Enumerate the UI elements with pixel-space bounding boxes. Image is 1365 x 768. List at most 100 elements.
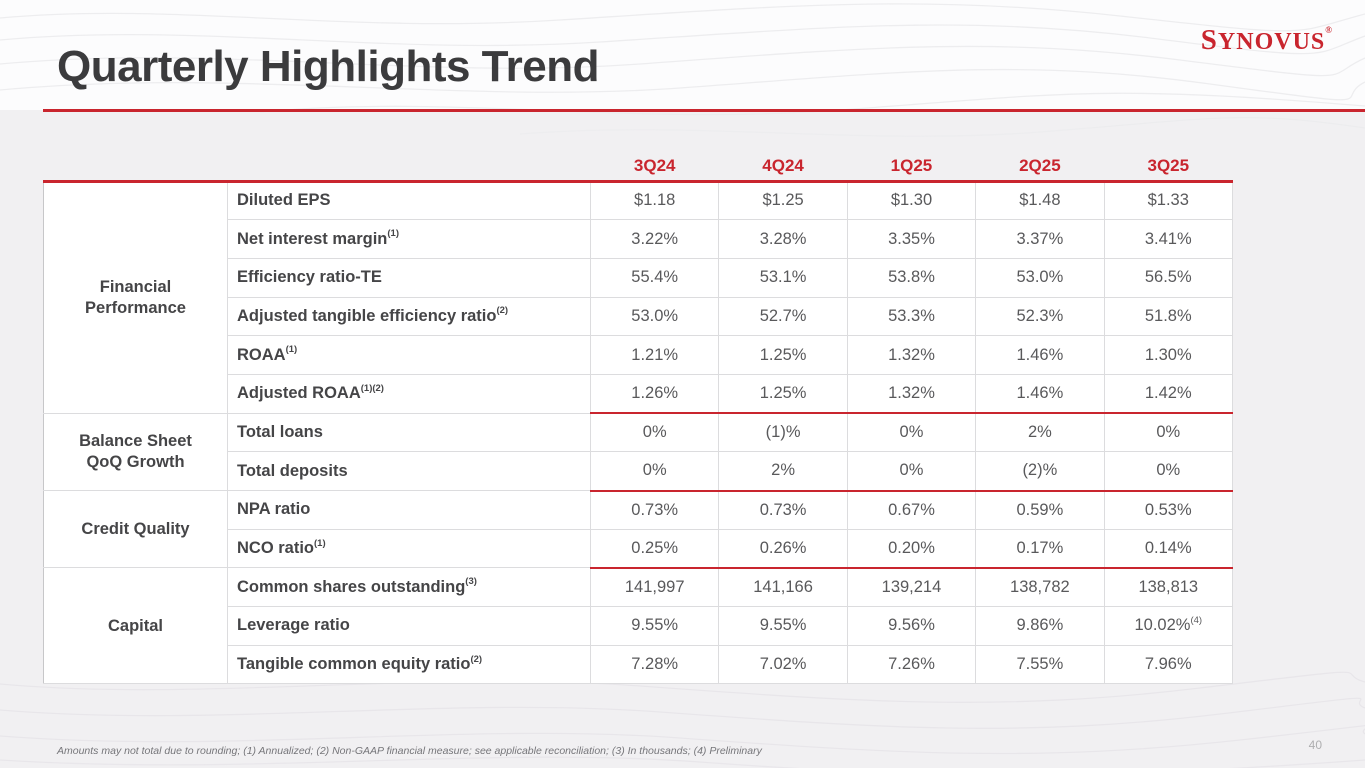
footnote: Amounts may not total due to rounding; (… [57,745,762,757]
value-cell: 1.32% [846,373,977,414]
table-row: NCO ratio(1) 0.25% 0.26% 0.20% 0.17% 0.14% [44,528,1234,569]
metric-label: Leverage ratio [227,606,591,646]
value-cell: 0% [846,412,977,453]
metric-label: Efficiency ratio-TE [227,257,591,298]
value-cell: 1.32% [846,335,977,375]
value-cell: 0.14% [1103,528,1234,569]
value-cell: $1.48 [975,180,1105,221]
metric-label: NCO ratio(1) [227,528,591,569]
value-cell: $1.30 [846,180,977,221]
value-cell: 9.56% [846,606,977,646]
quarterly-highlights-table: 3Q24 4Q24 1Q25 2Q25 3Q25 Financial Perfo… [43,155,1234,685]
value-cell: 3.28% [718,219,848,259]
value-cell: 1.21% [589,335,720,375]
value-cell: 139,214 [846,566,977,608]
value-cell: 7.96% [1103,644,1234,685]
value-cell: 1.42% [1103,373,1234,414]
value-cell: 2% [975,412,1105,453]
table-row: Efficiency ratio-TE 55.4% 53.1% 53.8% 53.0% 5… [44,257,1234,298]
group-label: Capital [43,567,228,685]
metric-label: Tangible common equity ratio(2) [227,644,591,685]
value-cell: 7.28% [589,644,720,685]
table-row: Net interest margin(1) 3.22% 3.28% 3.35% 3.3… [44,219,1234,259]
table-row: Total deposits 0% 2% 0% (2)% 0% [44,451,1234,491]
value-cell: $1.25 [718,180,848,221]
value-cell: 141,997 [589,566,720,608]
value-cell: 138,813 [1103,566,1234,608]
table-header: 3Q24 4Q24 1Q25 2Q25 3Q25 [43,155,1233,183]
table-row: Capital Common shares outstanding(3) 141,9… [43,566,1234,685]
group-label: Balance Sheet QoQ Growth [43,412,228,492]
value-cell: 0.59% [975,489,1105,530]
value-cell: 55.4% [589,257,720,298]
table-row: Credit Quality NPA ratio 0.73% 0.73% 0.67% 0.… [43,489,1234,569]
value-cell: 3.22% [589,219,720,259]
metric-label: Total loans [227,412,591,453]
value-cell: 53.0% [975,257,1105,298]
metric-label: Adjusted tangible efficiency ratio(2) [227,296,591,337]
value-cell: 0.73% [718,489,848,530]
table-row: Balance Sheet QoQ Growth Total loans 0% (1)… [43,412,1234,492]
value-cell: 3.41% [1103,219,1234,259]
value-cell: 53.0% [589,296,720,337]
value-cell: 0.25% [589,528,720,569]
value-cell: 138,782 [975,566,1105,608]
value-cell: 7.55% [975,644,1105,685]
column-header-3q25: 3Q25 [1104,155,1233,183]
value-cell: 141,166 [718,566,848,608]
metric-label: ROAA(1) [227,335,591,375]
value-cell: 0% [1103,412,1234,453]
logo-text: S [1200,24,1218,56]
synovus-logo: SYNOVUS® [1200,24,1332,56]
registered-mark: ® [1325,25,1332,35]
table-row: Adjusted tangible efficiency ratio(2) 53.… [44,296,1234,337]
value-cell: 2% [718,451,848,491]
value-cell: 3.35% [846,219,977,259]
metric-label: Total deposits [227,451,591,491]
value-cell: 53.3% [846,296,977,337]
table-row: Financial Performance Diluted EPS $1.18 $1.… [43,180,1234,414]
table-body: Financial Performance Diluted EPS $1.18 $1.… [43,180,1234,685]
table-row: Leverage ratio 9.55% 9.55% 9.56% 9.86% 10.02%… [44,606,1234,646]
value-cell: 1.46% [975,373,1105,414]
value-cell: 0% [1103,451,1234,491]
header-spacer-metric [227,155,591,183]
metric-label: NPA ratio [227,490,591,530]
value-cell: 1.25% [718,335,848,375]
value-cell: 1.26% [589,373,720,414]
value-cell: 10.02%(4) [1103,606,1234,646]
value-cell: 9.55% [589,606,720,646]
table-row: Adjusted ROAA(1)(2) 1.26% 1.25% 1.32% 1.46% 1… [44,373,1234,414]
header-spacer-group [43,155,228,183]
value-cell: (2)% [975,451,1105,491]
column-header-4q24: 4Q24 [718,155,848,183]
column-header-1q25: 1Q25 [847,155,976,183]
page-title: Quarterly Highlights Trend [57,42,599,91]
value-cell: 56.5% [1103,257,1234,298]
value-cell: 9.86% [975,606,1105,646]
value-cell: 0% [589,412,720,453]
value-cell: 0.26% [718,528,848,569]
group-label: Credit Quality [43,489,228,569]
value-cell: 0.73% [589,489,720,530]
value-cell: 52.7% [718,296,848,337]
group-label: Financial Performance [43,180,228,414]
value-cell: 7.02% [718,644,848,685]
value-cell: 7.26% [846,644,977,685]
value-cell: 9.55% [718,606,848,646]
header-row: 3Q24 4Q24 1Q25 2Q25 3Q25 [43,155,1233,183]
value-cell: 0% [589,451,720,491]
value-cell: 1.30% [1103,335,1234,375]
value-cell: 0.67% [846,489,977,530]
value-cell: 1.46% [975,335,1105,375]
metric-label: Adjusted ROAA(1)(2) [227,373,591,414]
value-cell: 0.20% [846,528,977,569]
column-header-3q24: 3Q24 [590,155,719,183]
value-cell: 3.37% [975,219,1105,259]
metric-label: Net interest margin(1) [227,219,591,259]
value-cell: 0.17% [975,528,1105,569]
title-underline [43,109,1365,112]
metric-label: Common shares outstanding(3) [227,567,591,608]
column-header-2q25: 2Q25 [975,155,1105,183]
